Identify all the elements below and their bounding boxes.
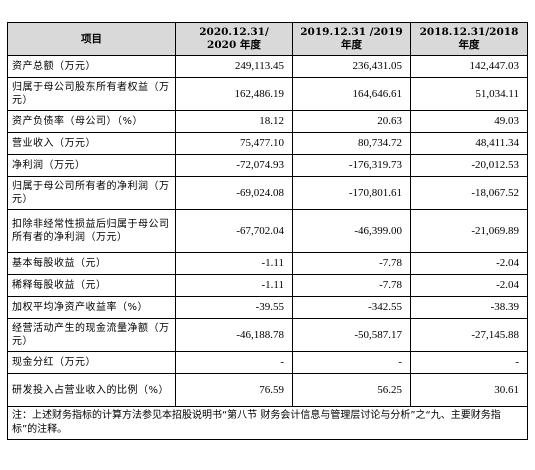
row-label: 加权平均净资产收益率（%）: [7, 296, 176, 319]
table-row: 归属于母公司股东所有者权益（万元） 162,486.19 164,646.61 …: [7, 77, 528, 111]
table-row: 营业收入（万元） 75,477.10 80,734.72 48,411.34: [7, 132, 528, 155]
financial-indicators-table: 项目 2020.12.31/ 2020 年度 2019.12.31 /2019 …: [7, 22, 528, 440]
value-2020: -46,188.78: [175, 318, 293, 352]
row-label: 稀释每股收益（元）: [7, 274, 176, 297]
value-2020: -1.11: [175, 252, 293, 275]
table-row: 净利润（万元） -72,074.93 -176,319.73 -20,012.5…: [7, 154, 528, 177]
value-2020: -: [175, 351, 293, 374]
table-row: 资产负债率（母公司）（%） 18.12 20.63 49.03: [7, 110, 528, 133]
value-2019: 80,734.72: [292, 132, 411, 155]
value-2019: 236,431.05: [292, 55, 411, 78]
table-row: 现金分红（万元） - - -: [7, 351, 528, 374]
table-row: 研发投入占营业收入的比例（%） 76.59 56.25 30.61: [7, 373, 528, 407]
value-2019: -50,587.17: [292, 318, 411, 352]
value-2018: -20,012.53: [410, 154, 528, 177]
value-2019: -170,801.61: [292, 176, 411, 210]
value-2019: 56.25: [292, 373, 411, 407]
table-row: 基本每股收益（元） -1.11 -7.78 -2.04: [7, 252, 528, 275]
row-label: 现金分红（万元）: [7, 351, 176, 374]
value-2018: 30.61: [410, 373, 528, 407]
value-2019: -46,399.00: [292, 209, 411, 253]
value-2020: 249,113.45: [175, 55, 293, 78]
value-2019: -176,319.73: [292, 154, 411, 177]
value-2018: -21,069.89: [410, 209, 528, 253]
row-label: 资产负债率（母公司）（%）: [7, 110, 176, 133]
header-2018: 2018.12.31/2018 年度: [410, 22, 528, 56]
value-2018: -18,067.52: [410, 176, 528, 210]
value-2018: -27,145.88: [410, 318, 528, 352]
row-label: 归属于母公司股东所有者权益（万元）: [7, 77, 176, 111]
value-2019: -7.78: [292, 274, 411, 297]
value-2019: -7.78: [292, 252, 411, 275]
row-label: 基本每股收益（元）: [7, 252, 176, 275]
value-2018: 48,411.34: [410, 132, 528, 155]
value-2020: -67,702.04: [175, 209, 293, 253]
table-row: 加权平均净资产收益率（%） -39.55 -342.55 -38.39: [7, 296, 528, 319]
value-2018: -2.04: [410, 274, 528, 297]
value-2019: 20.63: [292, 110, 411, 133]
value-2020: 76.59: [175, 373, 293, 407]
table-row: 扣除非经常性损益后归属于母公司所有者的净利润（万元） -67,702.04 -4…: [7, 209, 528, 253]
header-item: 项目: [7, 22, 176, 56]
table-row: 稀释每股收益（元） -1.11 -7.78 -2.04: [7, 274, 528, 297]
row-label: 归属于母公司所有者的净利润（万元）: [7, 176, 176, 210]
table-row: 资产总额（万元） 249,113.45 236,431.05 142,447.0…: [7, 55, 528, 78]
value-2019: 164,646.61: [292, 77, 411, 111]
value-2019: -342.55: [292, 296, 411, 319]
value-2020: -69,024.08: [175, 176, 293, 210]
value-2018: -38.39: [410, 296, 528, 319]
value-2020: -39.55: [175, 296, 293, 319]
table-row: 归属于母公司所有者的净利润（万元） -69,024.08 -170,801.61…: [7, 176, 528, 210]
row-label: 研发投入占营业收入的比例（%）: [7, 373, 176, 407]
header-2020: 2020.12.31/ 2020 年度: [175, 22, 293, 56]
row-label: 经营活动产生的现金流量净额（万元）: [7, 318, 176, 352]
header-2019: 2019.12.31 /2019 年度: [292, 22, 411, 56]
row-label: 营业收入（万元）: [7, 132, 176, 155]
row-label: 资产总额（万元）: [7, 55, 176, 78]
value-2018: 51,034.11: [410, 77, 528, 111]
table-header-row: 项目 2020.12.31/ 2020 年度 2019.12.31 /2019 …: [7, 22, 528, 56]
row-label: 净利润（万元）: [7, 154, 176, 177]
table-note: 注：上述财务指标的计算方法参见本招股说明书“第八节 财务会计信息与管理层讨论与分…: [7, 406, 528, 440]
value-2018: 142,447.03: [410, 55, 528, 78]
value-2019: -: [292, 351, 411, 374]
value-2018: 49.03: [410, 110, 528, 133]
value-2020: 18.12: [175, 110, 293, 133]
value-2020: 75,477.10: [175, 132, 293, 155]
value-2020: 162,486.19: [175, 77, 293, 111]
value-2020: -72,074.93: [175, 154, 293, 177]
table-note-row: 注：上述财务指标的计算方法参见本招股说明书“第八节 财务会计信息与管理层讨论与分…: [7, 406, 528, 440]
value-2020: -1.11: [175, 274, 293, 297]
value-2018: -: [410, 351, 528, 374]
table-row: 经营活动产生的现金流量净额（万元） -46,188.78 -50,587.17 …: [7, 318, 528, 352]
row-label: 扣除非经常性损益后归属于母公司所有者的净利润（万元）: [7, 209, 176, 253]
value-2018: -2.04: [410, 252, 528, 275]
